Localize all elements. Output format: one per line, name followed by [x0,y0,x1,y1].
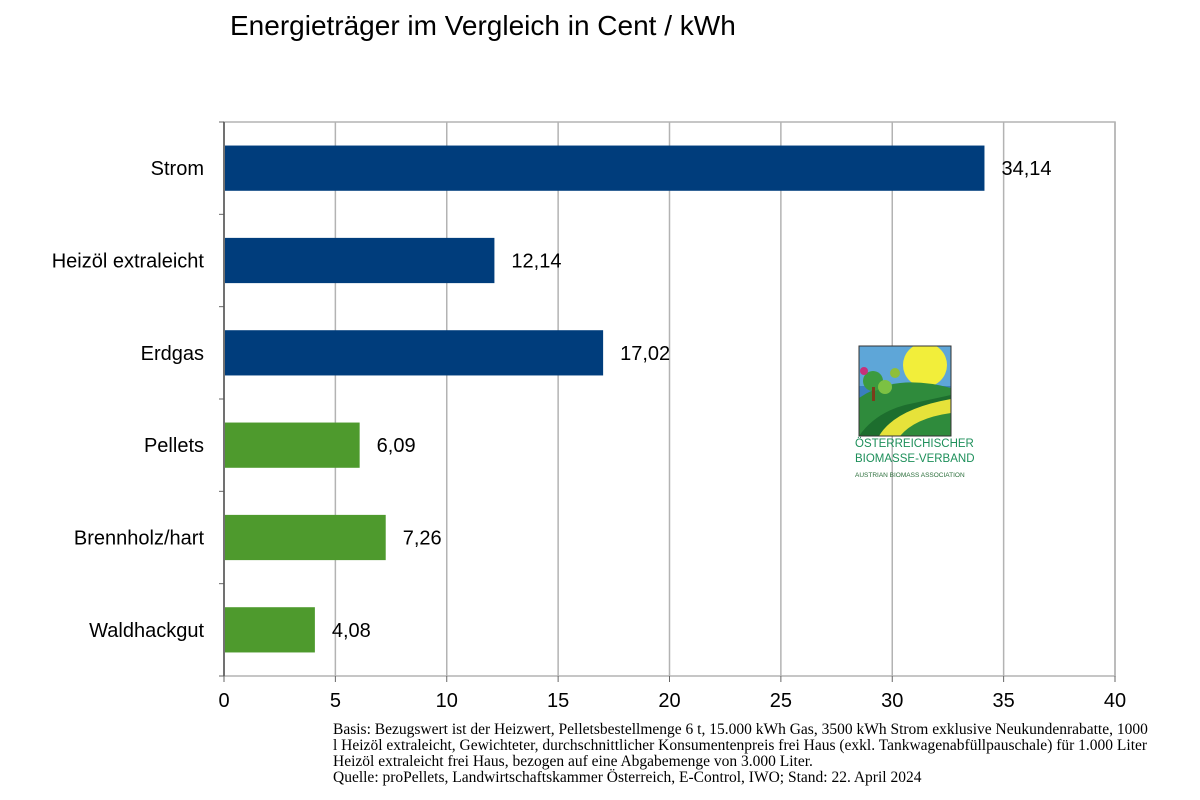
x-tick-label: 30 [881,690,903,712]
logo-landscape-icon [858,345,952,437]
x-tick-label: 20 [658,690,680,712]
bar [225,237,495,284]
bar [225,145,985,191]
labels: 0 5 10 15 20 25 30 35 40 Strom 34,14 Heizöl extrale… [52,158,1126,712]
bar-chart: 0 5 10 15 20 25 30 35 40 Strom 34,14 Heizöl extrale… [52,121,1126,712]
footnote-source: Quelle: proPellets, Landwirtschaftskamme… [333,769,922,786]
bar [225,607,315,653]
value-label: 7,26 [403,528,442,550]
footnote-basis: Basis: Bezugswert ist der Heizwert, Pell… [333,721,1148,770]
category-label: Brennholz/hart [74,528,205,550]
axes [219,121,1116,682]
x-tick-label: 25 [770,690,792,712]
category-label: Erdgas [141,343,204,365]
x-tick-label: 40 [1104,690,1126,712]
category-label: Heizöl extraleicht [52,251,205,273]
value-label: 4,08 [332,620,371,642]
value-label: 17,02 [620,343,670,365]
bars [225,145,985,653]
x-tick-label: 15 [547,690,569,712]
category-label: Waldhackgut [89,620,204,642]
chart-title: Energieträger im Vergleich in Cent / kWh [230,10,736,41]
x-tick-label: 5 [330,690,341,712]
gridlines [223,121,1116,677]
logo-text-line3: AUSTRIAN BIOMASS ASSOCIATION [855,472,965,479]
x-tick-label: 35 [993,690,1015,712]
value-label: 6,09 [377,435,416,457]
category-label: Strom [151,158,204,180]
value-label: 34,14 [1001,158,1051,180]
x-tick-label: 10 [436,690,458,712]
x-tick-label: 0 [218,690,229,712]
logo-text-line2: BIOMASSE-VERBAND [855,453,975,465]
value-label: 12,14 [511,251,561,273]
bar [225,514,386,561]
footnote: Basis: Bezugswert ist der Heizwert, Pell… [333,722,1153,786]
bar [225,422,360,468]
category-label: Pellets [144,435,204,457]
logo-text-line1: ÖSTERREICHISCHER [855,438,974,450]
biomass-association-logo: ÖSTERREICHISCHER BIOMASSE-VERBAND AUSTRI… [855,343,975,488]
bar [225,330,604,376]
